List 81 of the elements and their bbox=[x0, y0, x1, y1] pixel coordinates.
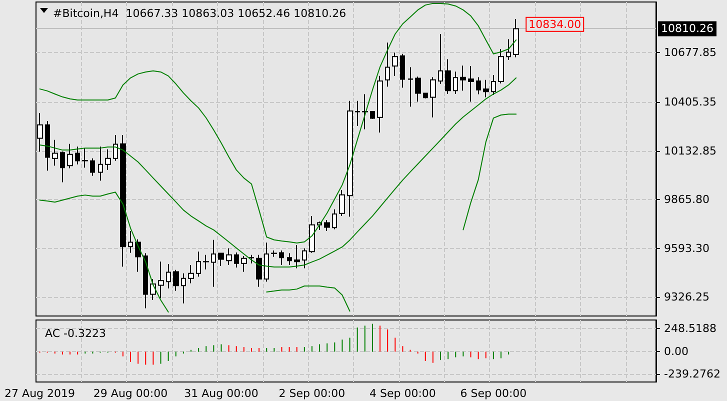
candlestick bbox=[166, 263, 171, 289]
x-tick-label: 29 Aug 00:00 bbox=[93, 387, 168, 400]
candlestick bbox=[105, 148, 111, 170]
candlestick bbox=[256, 254, 262, 288]
candlestick bbox=[453, 71, 458, 95]
x-tick-label: 27 Aug 2019 bbox=[4, 387, 76, 400]
y-tick-label: 9865.80 bbox=[664, 192, 710, 206]
candlestick bbox=[45, 120, 50, 172]
candlestick bbox=[287, 252, 292, 266]
candlestick bbox=[211, 239, 216, 288]
candlestick bbox=[90, 158, 95, 176]
candlestick bbox=[264, 242, 269, 282]
annotation: 10834.00 bbox=[528, 18, 582, 31]
y-tick-label: 9593.30 bbox=[664, 242, 710, 256]
y-tick-label: 10405.35 bbox=[664, 95, 716, 108]
ref-line-label: 10810.26 bbox=[661, 22, 714, 36]
candlestick bbox=[513, 18, 519, 58]
candlestick bbox=[113, 134, 118, 162]
x-tick-label: 6 Sep 00:00 bbox=[460, 387, 527, 400]
y-tick-label: 0.00 bbox=[664, 345, 688, 358]
candlestick bbox=[339, 190, 345, 217]
candlestick bbox=[415, 76, 421, 102]
candlestick bbox=[385, 42, 390, 88]
candlestick bbox=[158, 261, 164, 299]
candlestick bbox=[82, 148, 88, 168]
y-tick-label: 9326.25 bbox=[664, 290, 710, 304]
text: AC -0.3223 bbox=[45, 327, 106, 340]
candlestick bbox=[483, 79, 489, 98]
candlestick bbox=[173, 269, 179, 292]
candlestick bbox=[370, 111, 375, 120]
candlestick bbox=[249, 254, 254, 264]
candlestick bbox=[203, 254, 209, 270]
candlestick bbox=[234, 252, 239, 268]
y-tick-label: -239.2762 bbox=[664, 367, 720, 380]
candlestick bbox=[196, 251, 201, 278]
candlestick bbox=[309, 216, 315, 254]
candlestick bbox=[218, 252, 224, 266]
candlestick bbox=[408, 66, 413, 108]
candlestick bbox=[294, 244, 300, 269]
candlestick bbox=[181, 272, 186, 304]
x-tick-label: 31 Aug 00:00 bbox=[184, 387, 258, 400]
candlestick bbox=[332, 208, 337, 230]
candlestick bbox=[120, 134, 126, 268]
candlestick bbox=[98, 146, 103, 182]
candlestick bbox=[506, 38, 511, 61]
candlestick bbox=[60, 151, 65, 183]
candlestick bbox=[347, 100, 353, 218]
candlestick bbox=[241, 255, 247, 272]
candlestick bbox=[445, 58, 451, 95]
candlestick bbox=[400, 53, 405, 88]
candlestick bbox=[430, 76, 436, 118]
text: #Bitcoin,H4 10667.33 10863.03 10652.46 10810.26 bbox=[53, 7, 346, 20]
candlestick bbox=[468, 65, 474, 102]
candlestick bbox=[355, 100, 360, 127]
candlestick bbox=[460, 65, 466, 92]
candlestick bbox=[52, 139, 58, 166]
candlestick bbox=[226, 248, 232, 266]
candlestick bbox=[302, 248, 307, 269]
candlestick bbox=[491, 74, 496, 96]
candlestick bbox=[271, 250, 277, 258]
y-tick-label: 10677.85 bbox=[664, 46, 716, 60]
candlestick bbox=[498, 48, 504, 84]
candlestick bbox=[75, 146, 80, 165]
candlestick bbox=[279, 250, 284, 266]
y-tick-label: 10132.85 bbox=[664, 144, 716, 158]
x-tick-label: 2 Sep 00:00 bbox=[278, 387, 346, 400]
line-series bbox=[39, 77, 517, 268]
candlestick bbox=[438, 33, 443, 84]
candlestick bbox=[377, 75, 383, 134]
candlestick bbox=[392, 52, 398, 76]
y-tick-label: 248.5188 bbox=[664, 322, 716, 336]
candlestick bbox=[423, 92, 428, 99]
line-series bbox=[39, 2, 517, 244]
candlestick bbox=[188, 264, 194, 284]
x-tick-label: 4 Sep 00:00 bbox=[369, 387, 436, 400]
candlestick bbox=[324, 220, 330, 232]
candlestick bbox=[476, 76, 481, 95]
candlestick bbox=[362, 94, 368, 130]
candlestick bbox=[128, 230, 133, 254]
candlestick bbox=[67, 143, 73, 169]
candlestick bbox=[143, 252, 148, 309]
